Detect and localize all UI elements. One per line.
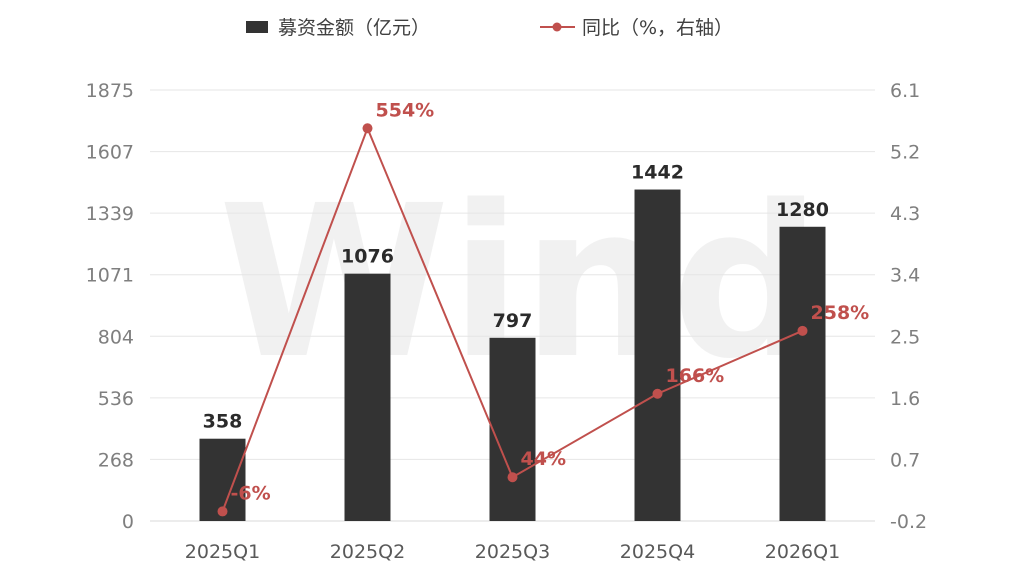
line-point (507, 472, 518, 483)
right-tick-label: -0.2 (890, 511, 927, 533)
right-tick-label: 6.1 (890, 80, 920, 102)
line-value-label: 554% (376, 99, 435, 121)
bar (489, 337, 536, 521)
line-point (797, 325, 808, 336)
line-value-label: 166% (666, 365, 725, 387)
line-series: -6% 554% 44% 166% 258% (217, 99, 870, 517)
bar (344, 273, 391, 521)
left-tick-label: 804 (98, 326, 134, 348)
line-point (362, 123, 373, 134)
line-value-label: -6% (231, 482, 271, 504)
right-axis: -0.2 0.7 1.6 2.5 3.4 4.3 5.2 6.1 (890, 80, 927, 533)
line-value-label: 258% (811, 302, 870, 324)
right-tick-label: 4.3 (890, 203, 920, 225)
left-tick-label: 0 (122, 511, 134, 533)
left-tick-label: 1875 (86, 80, 134, 102)
bar-series: 358 1076 797 1442 1280 (199, 162, 829, 521)
right-tick-label: 0.7 (890, 449, 920, 471)
left-tick-label: 1339 (86, 203, 134, 225)
legend-bar-swatch (246, 21, 268, 33)
x-tick-label: 2026Q1 (765, 541, 840, 563)
x-tick-label: 2025Q3 (475, 541, 550, 563)
bar-value-label: 1280 (776, 199, 829, 221)
bar (634, 189, 681, 521)
right-tick-label: 3.4 (890, 265, 920, 287)
legend-line-label: 同比（%，右轴） (582, 17, 733, 39)
legend-line-marker (552, 22, 562, 32)
x-tick-label: 2025Q2 (330, 541, 405, 563)
legend: 募资金额（亿元） 同比（%，右轴） (246, 17, 733, 39)
bar-value-label: 1076 (341, 246, 394, 268)
line-value-label: 44% (521, 448, 566, 470)
line-point (652, 388, 663, 399)
bar-value-label: 358 (203, 411, 243, 433)
left-tick-label: 268 (98, 449, 134, 471)
bar-value-label: 1442 (631, 162, 684, 184)
right-tick-label: 2.5 (890, 326, 920, 348)
right-tick-label: 5.2 (890, 142, 920, 164)
line-point (217, 506, 228, 517)
legend-bar-label: 募资金额（亿元） (278, 17, 430, 39)
left-tick-label: 1071 (86, 265, 134, 287)
right-tick-label: 1.6 (890, 388, 920, 410)
bar (779, 226, 826, 521)
left-tick-label: 536 (98, 388, 134, 410)
left-tick-label: 1607 (86, 142, 134, 164)
x-tick-label: 2025Q4 (620, 541, 695, 563)
left-axis: 0 268 536 804 1071 1339 1607 1875 (86, 80, 134, 533)
bar-value-label: 797 (493, 310, 533, 332)
x-tick-label: 2025Q1 (185, 541, 260, 563)
x-axis: 2025Q1 2025Q2 2025Q3 2025Q4 2026Q1 (185, 541, 840, 563)
